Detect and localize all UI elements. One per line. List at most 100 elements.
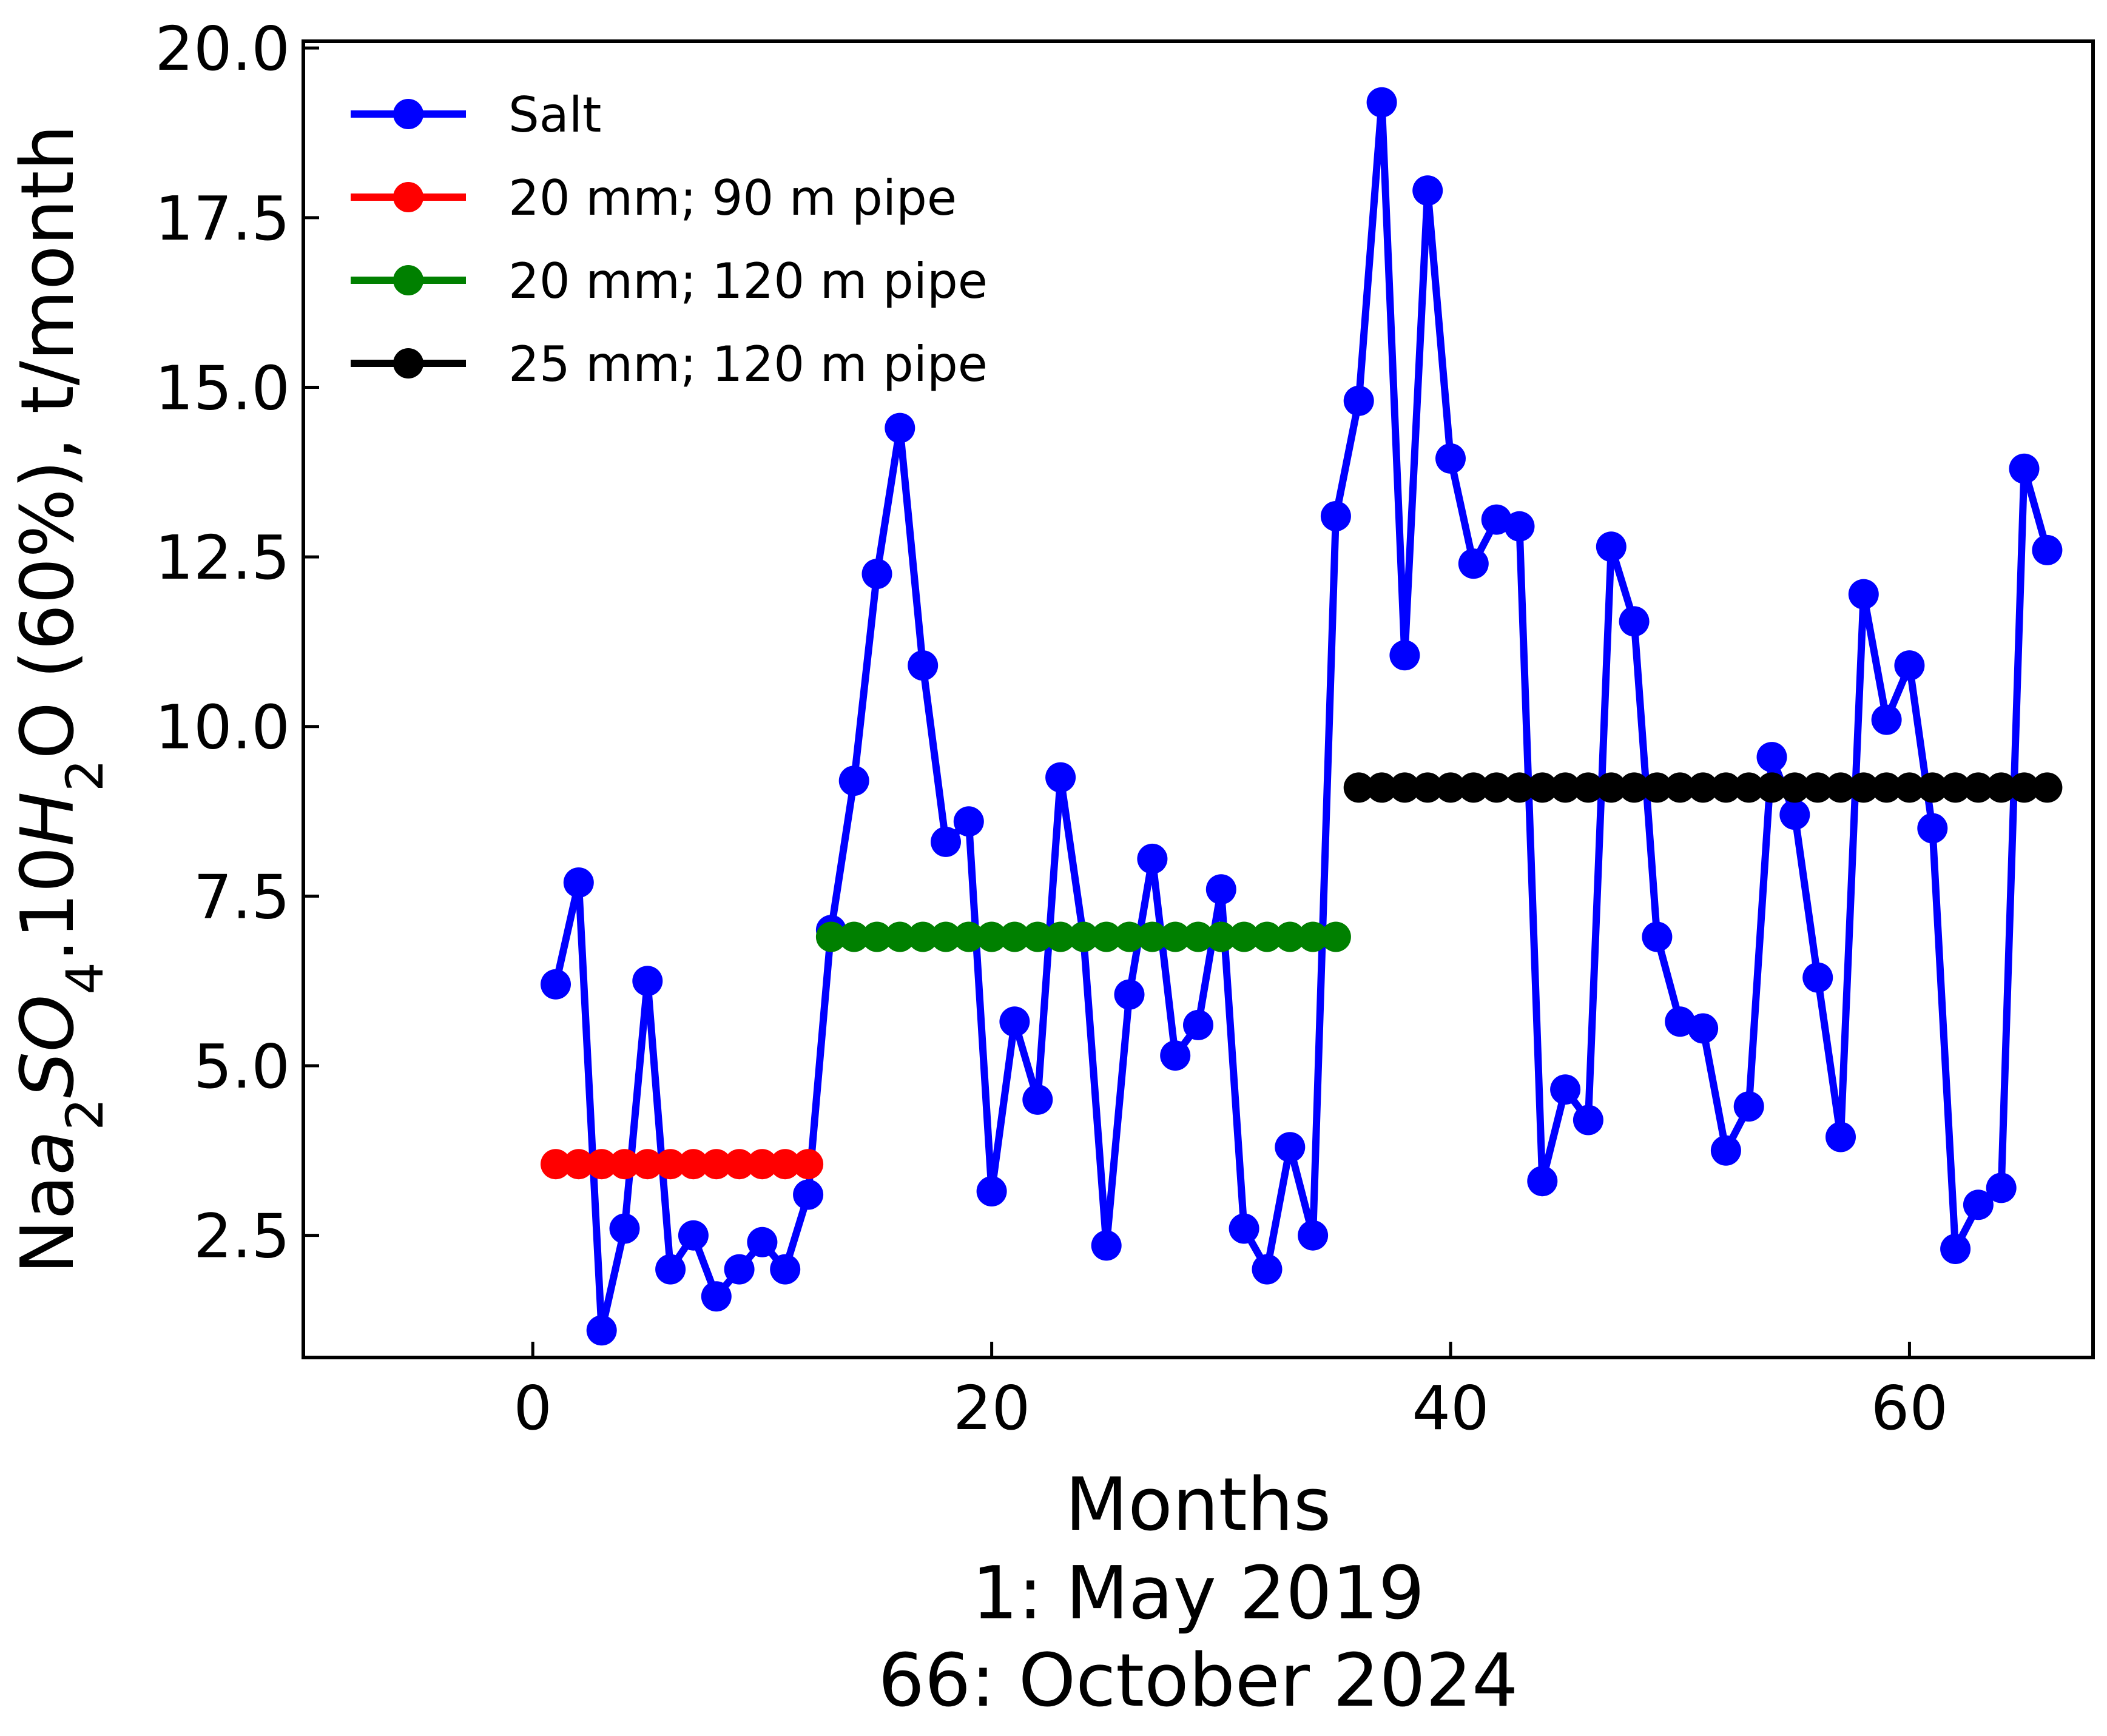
data-point bbox=[1022, 1084, 1053, 1115]
data-point bbox=[655, 1254, 686, 1285]
y-axis-title-part: 2 bbox=[55, 1098, 115, 1130]
data-point bbox=[1917, 813, 1948, 844]
data-point bbox=[885, 921, 915, 952]
data-point bbox=[1963, 772, 1994, 803]
data-point bbox=[770, 1254, 801, 1285]
data-point bbox=[976, 921, 1007, 952]
data-point bbox=[1573, 772, 1603, 803]
data-point bbox=[1343, 772, 1374, 803]
data-point bbox=[1320, 921, 1351, 952]
data-point bbox=[1389, 640, 1420, 671]
data-point bbox=[1733, 772, 1764, 803]
data-point bbox=[1229, 1213, 1259, 1244]
data-point bbox=[1366, 772, 1397, 803]
y-tick-label: 5.0 bbox=[194, 1031, 290, 1102]
data-point bbox=[1252, 921, 1283, 952]
data-point bbox=[1871, 704, 1902, 735]
data-point bbox=[1826, 772, 1856, 803]
data-point bbox=[1458, 548, 1489, 579]
data-point bbox=[1665, 772, 1696, 803]
data-point bbox=[1940, 1234, 1971, 1264]
x-axis-title-line: Months bbox=[1065, 1463, 1332, 1547]
data-point bbox=[586, 1149, 617, 1180]
data-point bbox=[747, 1226, 778, 1257]
data-point bbox=[1826, 1122, 1856, 1152]
data-point bbox=[931, 921, 961, 952]
data-point bbox=[908, 650, 939, 681]
x-tick-label: 40 bbox=[1412, 1373, 1489, 1444]
y-axis-title-part: O (60%), t/month bbox=[6, 124, 90, 759]
data-point bbox=[1733, 1091, 1764, 1122]
data-point bbox=[1986, 1172, 2017, 1203]
data-point bbox=[953, 806, 984, 837]
data-point bbox=[701, 1149, 732, 1180]
y-axis-title-part: 2 bbox=[55, 759, 115, 792]
legend-label: 25 mm; 120 m pipe bbox=[508, 336, 988, 392]
series-0 bbox=[541, 87, 2063, 1346]
legend-swatch-marker bbox=[393, 99, 423, 129]
data-point bbox=[1802, 772, 1833, 803]
data-point bbox=[861, 921, 892, 952]
data-point bbox=[1550, 772, 1581, 803]
legend-swatch-marker bbox=[393, 348, 423, 378]
data-point bbox=[1435, 443, 1466, 474]
data-point bbox=[908, 921, 939, 952]
data-point bbox=[2009, 453, 2040, 484]
data-point bbox=[770, 1149, 801, 1180]
y-tick-label: 10.0 bbox=[155, 692, 290, 763]
data-point bbox=[793, 1149, 824, 1180]
y-axis-title-part: a bbox=[6, 1131, 90, 1176]
data-point bbox=[1205, 874, 1236, 905]
data-point bbox=[1550, 1074, 1581, 1105]
data-point bbox=[1229, 921, 1259, 952]
data-point bbox=[885, 412, 915, 443]
x-tick-label: 0 bbox=[513, 1373, 552, 1444]
y-axis-title-part: .10 bbox=[6, 846, 90, 962]
data-point bbox=[1137, 843, 1168, 874]
data-point bbox=[1756, 742, 1787, 773]
data-point bbox=[1917, 772, 1948, 803]
data-point bbox=[1366, 87, 1397, 118]
data-point bbox=[1458, 772, 1489, 803]
data-point bbox=[1573, 1105, 1603, 1135]
data-point bbox=[1275, 921, 1306, 952]
data-point bbox=[1894, 650, 1925, 681]
data-point bbox=[838, 765, 869, 796]
data-point bbox=[655, 1149, 686, 1180]
legend-entry: 20 mm; 120 m pipe bbox=[351, 253, 988, 309]
data-point bbox=[999, 921, 1030, 952]
legend-swatch-marker bbox=[393, 182, 423, 212]
data-point bbox=[1320, 501, 1351, 531]
y-tick-label: 7.5 bbox=[194, 861, 290, 932]
data-point bbox=[1160, 921, 1191, 952]
data-point bbox=[1527, 772, 1558, 803]
legend-label: Salt bbox=[508, 87, 601, 143]
data-point bbox=[1412, 175, 1443, 206]
data-point bbox=[1710, 772, 1741, 803]
data-point bbox=[1252, 1254, 1283, 1285]
y-tick-label: 17.5 bbox=[155, 183, 290, 254]
data-point bbox=[632, 1149, 663, 1180]
data-point bbox=[1642, 772, 1673, 803]
data-point bbox=[609, 1149, 640, 1180]
data-point bbox=[1389, 772, 1420, 803]
data-point bbox=[1871, 772, 1902, 803]
data-point bbox=[1022, 921, 1053, 952]
data-point bbox=[747, 1149, 778, 1180]
data-point bbox=[1091, 1230, 1122, 1261]
data-point bbox=[1848, 772, 1879, 803]
data-point bbox=[1756, 772, 1787, 803]
legend-entry: 25 mm; 120 m pipe bbox=[351, 336, 988, 392]
x-axis-title-line: 66: October 2024 bbox=[878, 1639, 1518, 1723]
data-point bbox=[1779, 799, 1810, 830]
data-point bbox=[1045, 762, 1076, 793]
data-point bbox=[586, 1315, 617, 1346]
data-point bbox=[1137, 921, 1168, 952]
data-point bbox=[1504, 511, 1535, 542]
data-point bbox=[1298, 921, 1329, 952]
y-tick-label: 2.5 bbox=[194, 1201, 290, 1272]
data-point bbox=[2032, 534, 2063, 565]
y-tick-label: 15.0 bbox=[155, 352, 290, 423]
x-axis-title-line: 1: May 2019 bbox=[972, 1552, 1425, 1636]
